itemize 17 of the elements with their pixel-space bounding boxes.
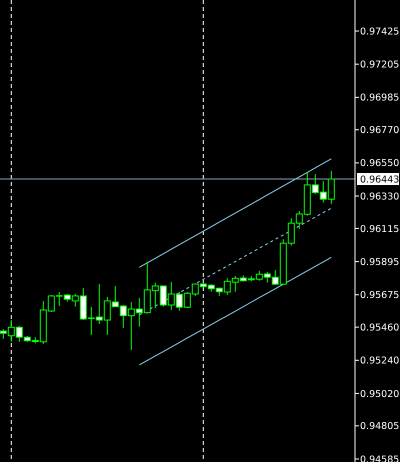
line-series (138, 208, 332, 316)
y-tick-label: 0.97205 (360, 60, 400, 71)
ref-line-label: 0.96443 (360, 174, 400, 186)
line-series (138, 158, 332, 268)
y-tick-label: 0.96115 (360, 224, 400, 235)
y-tick-label: 0.94805 (360, 421, 400, 432)
line-series (138, 256, 332, 366)
y-tick-label: 0.95460 (360, 322, 400, 334)
y-tick-label: 0.96770 (360, 125, 400, 136)
y-tick-label: 0.97425 (360, 26, 400, 38)
y-tick-label: 0.95895 (360, 256, 400, 268)
y-tick-label: 0.96330 (360, 191, 400, 202)
y-tick-label: 0.96985 (360, 92, 400, 104)
y-tick-label: 0.96550 (360, 158, 400, 170)
y-tick-label: 0.95020 (360, 388, 400, 400)
y-tick-label: 0.95675 (360, 290, 400, 302)
y-tick-label: 0.95240 (360, 356, 400, 367)
